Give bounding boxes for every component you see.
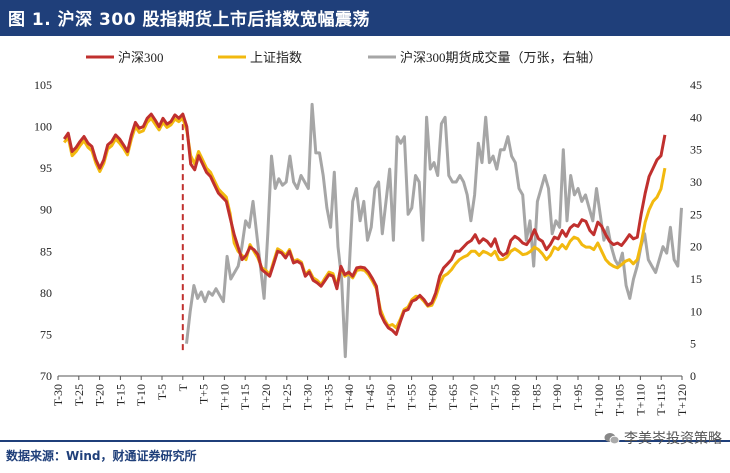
y-right-tick-label: 25 (690, 207, 702, 221)
x-tick-label: T+115 (654, 384, 668, 416)
x-tick-label: T-15 (113, 384, 127, 406)
x-tick-label: T+45 (363, 384, 377, 410)
y-right-tick-label: 20 (690, 240, 702, 254)
y-right-tick-label: 15 (690, 272, 702, 286)
x-tick-label: T+15 (238, 384, 252, 410)
x-tick-label: T+30 (301, 384, 315, 410)
y-left-tick-label: 80 (40, 286, 52, 300)
x-tick-label: T+70 (467, 384, 481, 410)
watermark: 李美岑投资策略 (604, 428, 722, 448)
x-tick-label: T+10 (217, 384, 231, 410)
plot-area (62, 102, 683, 359)
figure-title-bar: 图 1. 沪深 300 股指期货上市后指数宽幅震荡 (0, 0, 730, 36)
x-tick-label: T+65 (446, 384, 460, 410)
x-tick-label: T+100 (592, 384, 606, 416)
x-tick-label: T-20 (93, 384, 107, 406)
x-tick-label: T-30 (51, 384, 65, 406)
series-line-shindex (63, 116, 667, 330)
legend: 沪深300 上证指数 沪深300期货成交量（万张，右轴） (86, 50, 602, 65)
y-left-tick-label: 100 (34, 120, 52, 134)
x-tick-label: T-25 (72, 384, 86, 406)
footer-divider (0, 440, 730, 442)
y-right-tick-label: 0 (690, 369, 696, 383)
figure-title: 图 1. 沪深 300 股指期货上市后指数宽幅震荡 (8, 10, 370, 30)
y-right-tick-label: 45 (690, 78, 702, 92)
series-line-volume (185, 102, 683, 359)
x-tick-label: T+20 (259, 384, 273, 410)
x-tick-label: T+110 (633, 384, 647, 416)
x-tick-label: T+120 (675, 384, 689, 416)
x-tick-label: T+40 (342, 384, 356, 410)
y-left-tick-label: 70 (40, 369, 52, 383)
y-left-tick-label: 75 (40, 327, 52, 341)
x-tick-label: T+55 (405, 384, 419, 410)
y-right-tick-label: 30 (690, 175, 702, 189)
y-right-tick-label: 35 (690, 143, 702, 157)
y-left-tick-label: 85 (40, 244, 52, 258)
x-tick-label: T+90 (550, 384, 564, 410)
y-left-tick-label: 90 (40, 203, 52, 217)
legend-label-shindex: 上证指数 (250, 50, 302, 65)
y-left-tick-label: 105 (34, 78, 52, 92)
x-tick-label: T-5 (155, 384, 169, 400)
series-line-hs300 (62, 112, 667, 336)
line-chart: 沪深300 上证指数 沪深300期货成交量（万张，右轴） 70 75 80 85 90 9… (34, 50, 702, 416)
y-right-tick-label: 5 (690, 337, 696, 351)
x-tick-label: T+105 (613, 384, 627, 416)
axes: 70 75 80 85 90 95 100 105 0 5 10 15 20 25 30 35 40 45 T-30… (34, 78, 702, 416)
x-tick-label: T+5 (197, 384, 211, 404)
x-tick-label: T+25 (280, 384, 294, 410)
x-tick-label: T-10 (134, 384, 148, 406)
x-tick-label: T+85 (529, 384, 543, 410)
data-source: 数据来源：Wind，财通证券研究所 (6, 449, 197, 463)
x-tick-label: T+50 (384, 384, 398, 410)
x-tick-label: T+60 (425, 384, 439, 410)
x-tick-label: T+75 (488, 384, 502, 410)
x-tick-label: T+95 (571, 384, 585, 410)
x-tick-label: T+35 (321, 384, 335, 410)
x-tick-label: T (176, 383, 190, 391)
y-right-tick-label: 10 (690, 304, 702, 318)
y-left-tick-label: 95 (40, 161, 52, 175)
watermark-text: 李美岑投资策略 (624, 431, 722, 447)
y-right-tick-label: 40 (690, 110, 702, 124)
legend-label-volume: 沪深300期货成交量（万张，右轴） (400, 50, 602, 65)
wechat-icon (604, 433, 620, 445)
x-tick-label: T+80 (509, 384, 523, 410)
legend-label-hs300: 沪深300 (118, 50, 164, 65)
